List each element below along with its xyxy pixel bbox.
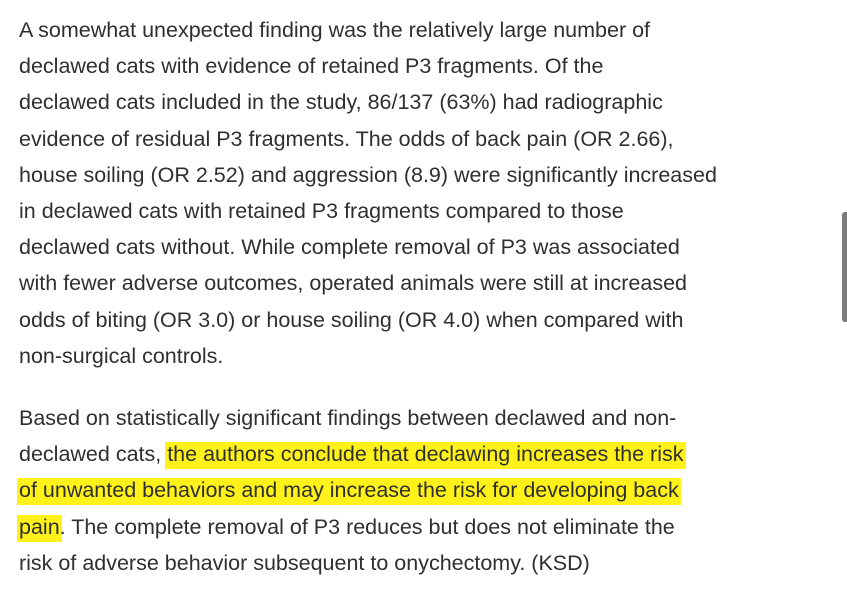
article-body: A somewhat unexpected finding was the re… bbox=[17, 12, 819, 581]
paragraph-conclusion: Based on statistically significant findi… bbox=[17, 400, 819, 581]
conclusion-trailing-text: . The complete removal of P3 reduces but… bbox=[19, 514, 675, 575]
conclusion-lead-text: Based on statistically significant findi… bbox=[19, 406, 677, 467]
paragraph-findings: A somewhat unexpected finding was the re… bbox=[19, 18, 717, 368]
scrollbar-thumb[interactable] bbox=[842, 212, 847, 322]
